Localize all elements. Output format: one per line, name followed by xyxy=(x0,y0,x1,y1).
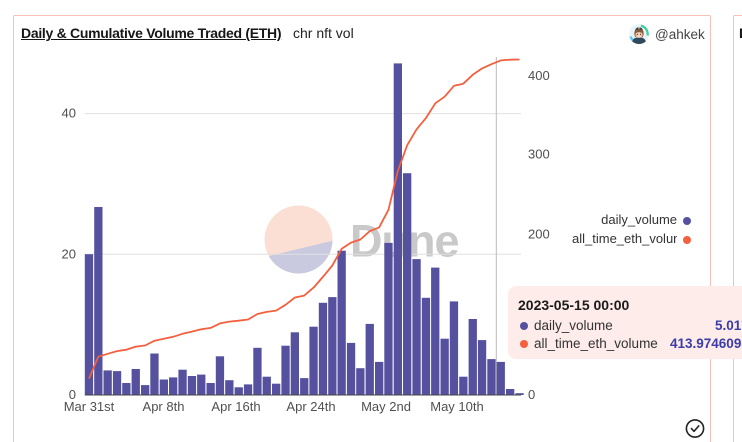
svg-text:400: 400 xyxy=(528,68,550,83)
svg-text:May 10th: May 10th xyxy=(430,399,483,414)
svg-text:Apr 16th: Apr 16th xyxy=(211,399,260,414)
svg-text:200: 200 xyxy=(528,227,550,242)
svg-text:0: 0 xyxy=(528,387,535,402)
svg-text:0: 0 xyxy=(69,387,76,402)
svg-text:Mar 31st: Mar 31st xyxy=(64,399,115,414)
svg-text:Apr 8th: Apr 8th xyxy=(143,399,185,414)
svg-text:40: 40 xyxy=(62,106,76,121)
svg-text:May 2nd: May 2nd xyxy=(361,399,411,414)
svg-text:Apr 24th: Apr 24th xyxy=(286,399,335,414)
svg-text:300: 300 xyxy=(528,147,550,162)
svg-text:20: 20 xyxy=(62,246,76,261)
